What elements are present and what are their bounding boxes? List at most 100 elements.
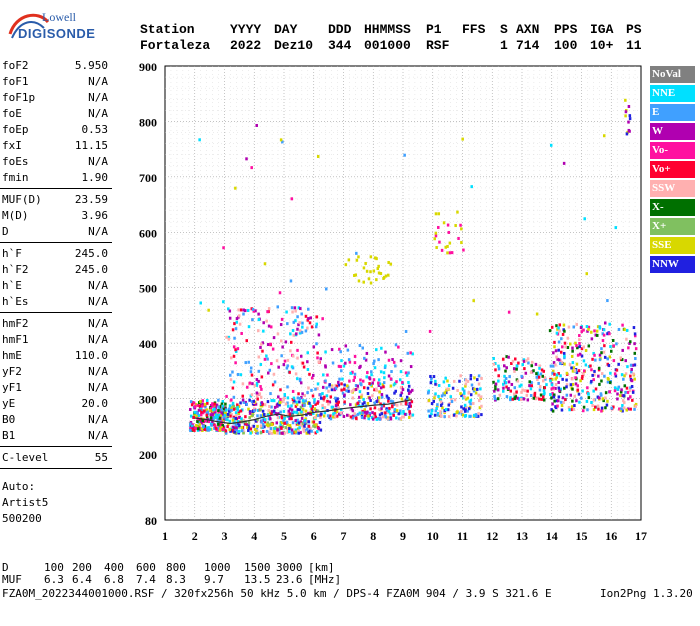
data-point	[438, 412, 442, 416]
data-point	[349, 415, 353, 419]
data-point	[538, 397, 541, 401]
data-point	[380, 404, 384, 408]
param-value: N/A	[88, 413, 108, 426]
data-point	[228, 407, 232, 411]
data-point	[251, 409, 255, 413]
data-point	[262, 418, 265, 422]
logo-swirl-icon	[8, 13, 50, 39]
data-point	[260, 375, 264, 379]
data-point	[587, 365, 591, 369]
data-point	[554, 386, 557, 390]
data-point	[599, 392, 603, 396]
data-point	[382, 371, 386, 375]
data-point	[294, 430, 297, 434]
data-point	[614, 226, 618, 230]
data-point	[312, 420, 316, 424]
data-point	[259, 424, 263, 428]
data-point	[322, 397, 325, 401]
data-point	[256, 431, 259, 435]
data-point	[523, 367, 526, 371]
data-point	[213, 402, 216, 406]
data-point	[283, 359, 287, 363]
data-point	[407, 405, 411, 409]
data-point	[290, 404, 293, 408]
data-point	[350, 389, 353, 393]
data-point	[459, 374, 462, 378]
data-point	[447, 415, 451, 419]
data-point	[367, 277, 371, 281]
data-point	[296, 408, 300, 412]
data-point	[347, 358, 351, 362]
data-point	[245, 339, 248, 343]
data-point	[272, 336, 276, 340]
data-point	[532, 396, 536, 400]
distance-value: 1500	[244, 561, 271, 574]
data-point	[537, 375, 541, 379]
data-point	[190, 403, 194, 407]
data-point	[229, 429, 232, 433]
data-point	[269, 342, 272, 346]
data-point	[375, 417, 379, 421]
data-point	[509, 389, 513, 393]
param-key: M(D)	[2, 209, 29, 222]
data-point	[286, 358, 290, 362]
data-point	[240, 425, 244, 429]
data-point	[434, 212, 438, 216]
data-point	[497, 379, 500, 383]
data-point	[561, 345, 564, 349]
data-point	[538, 366, 541, 370]
data-point	[267, 307, 271, 311]
data-point	[469, 377, 473, 381]
param-row: hmF1 N/A	[0, 332, 112, 348]
data-point	[399, 386, 403, 390]
data-point	[259, 395, 263, 399]
data-point	[263, 418, 267, 422]
data-point	[382, 275, 386, 279]
data-point	[319, 396, 323, 400]
data-point	[368, 376, 371, 380]
data-point	[361, 402, 365, 406]
data-point	[354, 413, 357, 417]
data-point	[580, 377, 584, 381]
header-value-8: 714	[516, 38, 540, 53]
data-point	[402, 409, 405, 413]
data-point	[191, 427, 195, 431]
data-point	[300, 410, 303, 414]
data-point	[434, 409, 438, 413]
data-point	[534, 362, 538, 366]
data-point	[296, 412, 300, 416]
data-point	[587, 396, 591, 400]
data-point	[225, 394, 228, 398]
data-point	[452, 379, 456, 383]
data-point	[633, 342, 636, 346]
x-tick-label: 13	[516, 529, 528, 543]
legend-item: W	[650, 123, 695, 140]
data-point	[600, 351, 603, 355]
data-point	[354, 387, 358, 391]
data-point	[600, 372, 604, 376]
data-point	[608, 355, 612, 359]
data-point	[357, 255, 360, 259]
data-point	[566, 345, 570, 349]
data-point	[502, 386, 505, 390]
data-point	[595, 333, 599, 337]
data-point	[402, 415, 406, 419]
data-point	[313, 407, 317, 411]
data-point	[313, 416, 317, 420]
muf-value: 13.5	[244, 573, 271, 586]
data-point	[221, 423, 225, 427]
data-point	[408, 412, 412, 416]
header-value-11: 11	[626, 38, 642, 53]
data-point	[304, 409, 308, 413]
data-point	[411, 413, 415, 417]
data-point	[234, 361, 237, 365]
data-point	[582, 373, 585, 377]
data-point	[607, 377, 610, 381]
data-point	[470, 383, 474, 387]
data-point	[249, 370, 253, 374]
data-point	[194, 410, 198, 414]
data-point	[440, 248, 444, 252]
data-point	[293, 399, 296, 403]
data-point	[633, 377, 636, 381]
data-point	[294, 428, 298, 432]
